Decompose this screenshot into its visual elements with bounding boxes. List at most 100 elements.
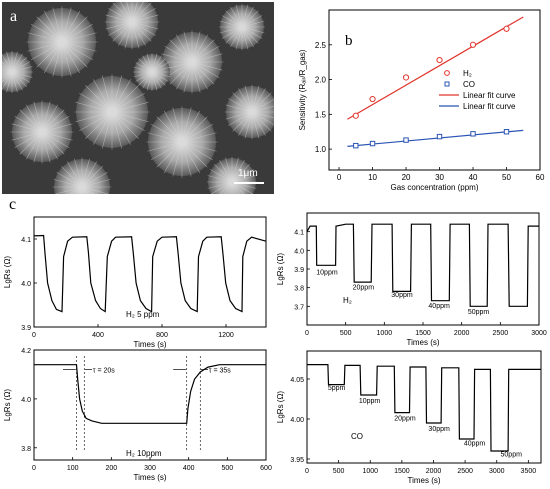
y-tick-label: 4.1 <box>294 230 304 237</box>
x-tick-label: 10 <box>368 173 377 182</box>
flower-fiber <box>43 10 63 43</box>
flower-fiber <box>41 131 65 155</box>
flower-fiber <box>105 14 133 23</box>
step-label: 10ppm <box>359 398 381 405</box>
y-tick-label: 3.8 <box>294 286 304 293</box>
flower-fiber <box>251 85 260 113</box>
annotation: H₂ 5 ppm <box>126 310 160 319</box>
x-tick-label: 0 <box>305 330 309 337</box>
tau-label: τ = 20s <box>93 368 116 375</box>
flower-fiber <box>151 55 162 73</box>
flower-fiber <box>151 62 169 73</box>
flower-fiber <box>191 45 220 63</box>
panel-label-a: a <box>10 8 18 25</box>
flower-fiber <box>61 41 88 68</box>
flower-fiber <box>36 16 63 43</box>
flower-fiber <box>175 34 193 63</box>
flower-fiber <box>2 61 13 73</box>
flower-fiber <box>135 71 153 82</box>
flower-fiber <box>108 21 133 36</box>
flower-fiber <box>75 111 113 123</box>
flower-fiber <box>41 131 70 149</box>
x-tick-label: 0 <box>305 468 309 475</box>
y-tick-label: 3.9 <box>294 267 304 274</box>
flower-fiber <box>131 14 159 23</box>
plot-frame <box>328 9 541 171</box>
flower-fiber <box>225 104 253 113</box>
x-tick-label: 1000 <box>362 468 378 475</box>
flower-fiber <box>150 141 183 161</box>
flower-fiber <box>133 66 153 73</box>
x-tick-label: 800 <box>156 332 168 339</box>
flower-fiber <box>61 41 97 52</box>
h2-point <box>503 25 510 32</box>
flower-fiber <box>251 111 274 119</box>
flower-fiber <box>105 21 133 30</box>
flower-fiber <box>238 88 253 113</box>
y-axis-label: Sensitivity (Rₐᵢᵣ/R_gas) <box>298 49 307 130</box>
flower-fiber <box>156 116 183 143</box>
flower-fiber <box>33 101 43 133</box>
flower-fiber <box>135 62 153 73</box>
flower-fiber <box>11 71 33 78</box>
flower-fiber <box>225 157 233 183</box>
y-tick-label: 3.8 <box>21 446 31 453</box>
flower-fiber <box>181 141 214 161</box>
flower-fiber <box>61 7 72 43</box>
x-tick-label: 0 <box>32 465 36 472</box>
flower-fiber <box>52 7 63 43</box>
flower-fiber <box>30 23 63 43</box>
flower-fiber <box>67 161 83 188</box>
flower-fiber <box>77 186 83 194</box>
flower-fiber <box>235 26 243 50</box>
y-tick-label: 3.9 <box>21 325 31 332</box>
flower-fiber <box>101 75 113 113</box>
x-tick-label: 400 <box>92 332 104 339</box>
x-tick-label: 0 <box>337 173 342 182</box>
flower-fiber <box>251 88 266 113</box>
flower-fiber <box>61 41 94 61</box>
flower-fiber <box>172 107 183 143</box>
x-tick-label: 2500 <box>457 468 473 475</box>
x-tick-label: 500 <box>340 330 352 337</box>
flower-fiber <box>151 71 158 91</box>
y-tick-label: 4.0 <box>21 397 31 404</box>
response-trace <box>307 364 541 452</box>
flower-fiber <box>231 181 236 194</box>
y-axis-label: LgRs (Ω) <box>276 391 285 424</box>
flower-fiber <box>228 98 253 113</box>
flower-fiber <box>213 163 233 183</box>
step-label: 40ppm <box>428 303 450 310</box>
flower-fiber <box>219 181 233 194</box>
flower-fiber <box>131 21 156 36</box>
flower-fiber <box>169 39 193 63</box>
flower-fiber <box>230 6 243 28</box>
flower-fiber <box>241 15 263 28</box>
y-tick-label: 3.95 <box>290 457 304 464</box>
flower-fiber <box>181 123 214 143</box>
x-tick-label: 1000 <box>377 330 393 337</box>
flower-fiber <box>181 110 201 143</box>
flower-fiber <box>219 20 243 28</box>
flower-clusters <box>2 2 274 194</box>
flower-fiber <box>210 169 233 183</box>
flower-fiber <box>131 21 140 49</box>
flower-fiber <box>151 71 166 86</box>
flower-fiber <box>19 109 43 133</box>
flower-fiber <box>14 131 43 149</box>
flower-fiber <box>61 16 88 43</box>
flower-fiber <box>151 71 162 89</box>
flower-fiber <box>2 65 13 73</box>
x-tick-label: 100 <box>67 465 79 472</box>
flower-fiber <box>41 131 51 163</box>
flower-fiber <box>101 111 113 149</box>
flower-fiber <box>241 26 263 39</box>
flower-fiber <box>111 75 123 113</box>
flower-fiber <box>131 2 144 23</box>
flower-fiber <box>156 141 183 168</box>
flower-fiber <box>151 66 171 73</box>
flower-fiber <box>231 160 245 183</box>
flower-fiber <box>231 181 254 194</box>
x-tick-label: 1500 <box>415 330 431 337</box>
x-tick-label: 2000 <box>426 468 442 475</box>
